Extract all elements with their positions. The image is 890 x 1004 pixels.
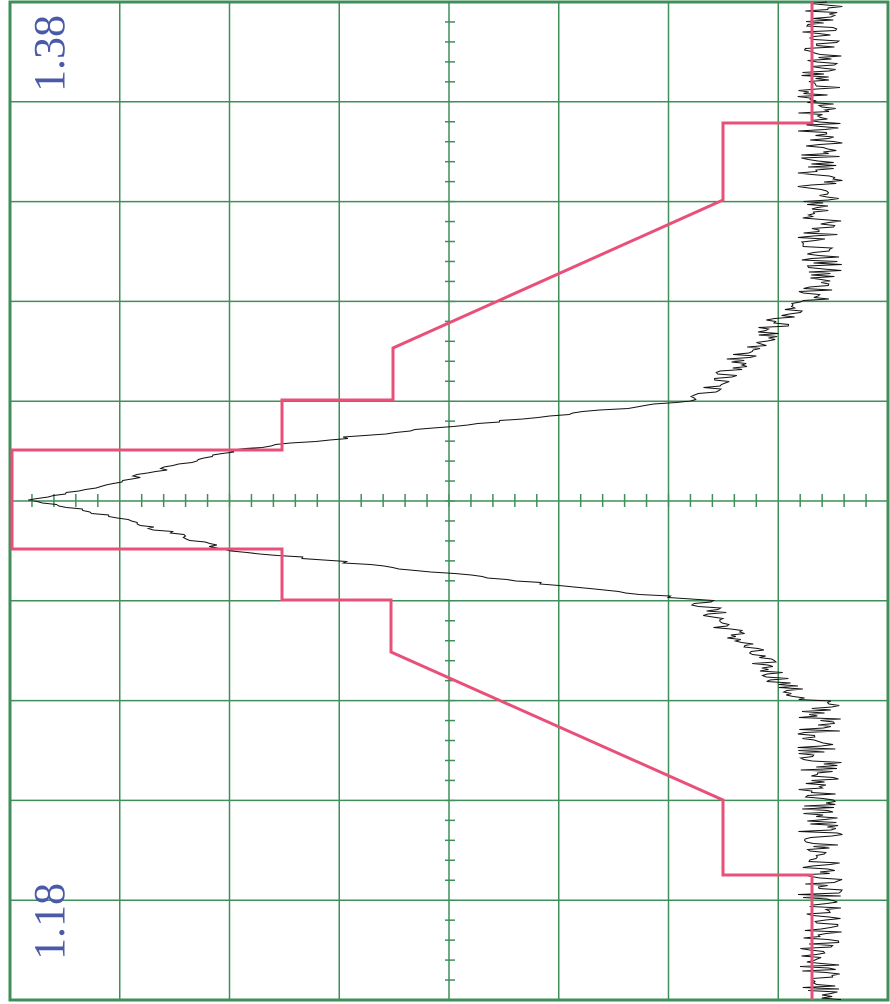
frame: [8, 0, 890, 1002]
trace: [28, 1, 843, 1000]
mask: [10, 2, 814, 1000]
bottom-label: 1.18: [25, 883, 74, 960]
grid: [9, 1, 888, 1000]
top-label: 1.38: [25, 15, 74, 92]
